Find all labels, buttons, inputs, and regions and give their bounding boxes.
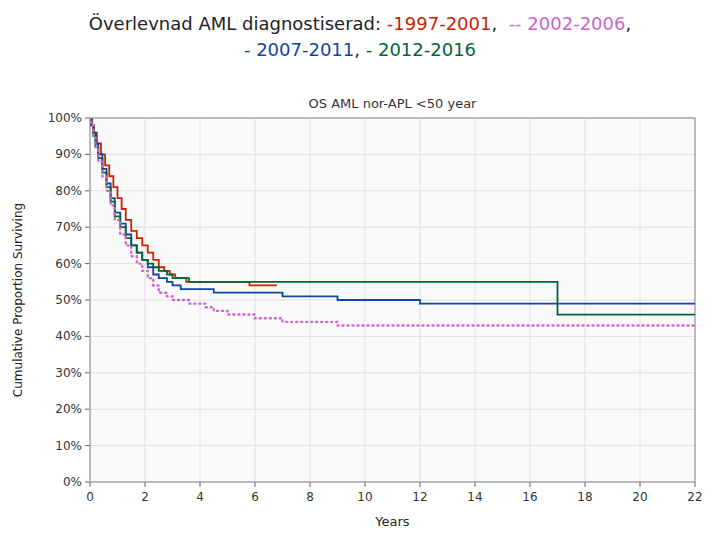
series-line (90, 118, 695, 315)
series-line (90, 118, 695, 325)
tick-label: 14 (467, 490, 482, 504)
tick-label: 50% (55, 293, 82, 307)
grid-line (90, 190, 695, 191)
tick-mark (85, 372, 90, 373)
grid-line (90, 409, 695, 410)
tick-mark (200, 482, 201, 487)
grid-line (585, 118, 586, 482)
tick-mark (85, 118, 90, 119)
tick-mark (85, 482, 90, 483)
title-line: - 2007-2011, - 2012-2016 (244, 39, 476, 60)
grid-line (145, 118, 146, 482)
grid-line (90, 336, 695, 337)
grid (90, 118, 695, 482)
tick-mark (85, 409, 90, 410)
tick-mark (85, 190, 90, 191)
title-segment: -- 2002-2006 (509, 13, 626, 34)
series-line (90, 118, 277, 285)
title-segment: Överlevnad AML diagnostiserad: (89, 13, 387, 34)
tick-mark (90, 482, 91, 487)
tick-label: 2 (141, 490, 149, 504)
subtitle: OS AML nor-APL <50 year (309, 96, 478, 111)
tick-label: 100% (48, 111, 82, 125)
tick-label: 22 (687, 490, 702, 504)
y-axis-label: Cumulative Proportion Surviving (11, 203, 25, 397)
axes: 0% 10% 20% 30% 40% 50% 60% 70% 80% 90% 100% 0 2 4 6 8 10… (48, 111, 703, 504)
tick-label: 10 (357, 490, 372, 504)
tick-mark (640, 482, 641, 487)
title-segment: , (354, 39, 365, 60)
tick-label: 60% (55, 257, 82, 271)
title-segment: - 2012-2016 (366, 39, 476, 60)
plot-area (90, 118, 695, 482)
grid-line (200, 118, 201, 482)
tick-label: 20 (632, 490, 647, 504)
grid-line (90, 445, 695, 446)
tick-mark (145, 482, 146, 487)
tick-label: 30% (55, 366, 82, 380)
plot-frame (90, 118, 695, 482)
title-segment: -1997-2001 (387, 13, 492, 34)
tick-mark (255, 482, 256, 487)
tick-mark (310, 482, 311, 487)
tick-label: 8 (306, 490, 314, 504)
series-line (90, 118, 695, 304)
grid-line (90, 154, 695, 155)
tick-mark (475, 482, 476, 487)
grid-line (90, 227, 695, 228)
grid-line (90, 263, 695, 264)
tick-mark (585, 482, 586, 487)
tick-label: 16 (522, 490, 537, 504)
series-group (90, 118, 695, 325)
title-segment: , (625, 13, 631, 34)
tick-label: 10% (55, 439, 82, 453)
tick-label: 70% (55, 220, 82, 234)
tick-mark (85, 336, 90, 337)
tick-mark (85, 300, 90, 301)
title-segment: , (491, 13, 508, 34)
tick-label: 20% (55, 402, 82, 416)
tick-mark (85, 263, 90, 264)
tick-label: 4 (196, 490, 204, 504)
grid-line (255, 118, 256, 482)
x-axis-label: Years (374, 514, 410, 529)
tick-mark (420, 482, 421, 487)
tick-label: 6 (251, 490, 259, 504)
tick-label: 18 (577, 490, 592, 504)
tick-label: 0 (86, 490, 94, 504)
tick-label: 12 (412, 490, 427, 504)
tick-mark (365, 482, 366, 487)
title-segment: - 2007-2011 (244, 39, 354, 60)
tick-label: 0% (63, 475, 82, 489)
grid-line (640, 118, 641, 482)
grid-line (530, 118, 531, 482)
chart: Överlevnad AML diagnostiserad: -1997-200… (0, 0, 720, 540)
grid-line (310, 118, 311, 482)
tick-label: 80% (55, 184, 82, 198)
tick-mark (85, 227, 90, 228)
tick-label: 40% (55, 329, 82, 343)
grid-line (475, 118, 476, 482)
tick-mark (85, 445, 90, 446)
tick-mark (695, 482, 696, 487)
grid-line (90, 372, 695, 373)
tick-label: 90% (55, 147, 82, 161)
title-line: Överlevnad AML diagnostiserad: -1997-200… (89, 13, 631, 34)
tick-mark (530, 482, 531, 487)
tick-mark (85, 154, 90, 155)
